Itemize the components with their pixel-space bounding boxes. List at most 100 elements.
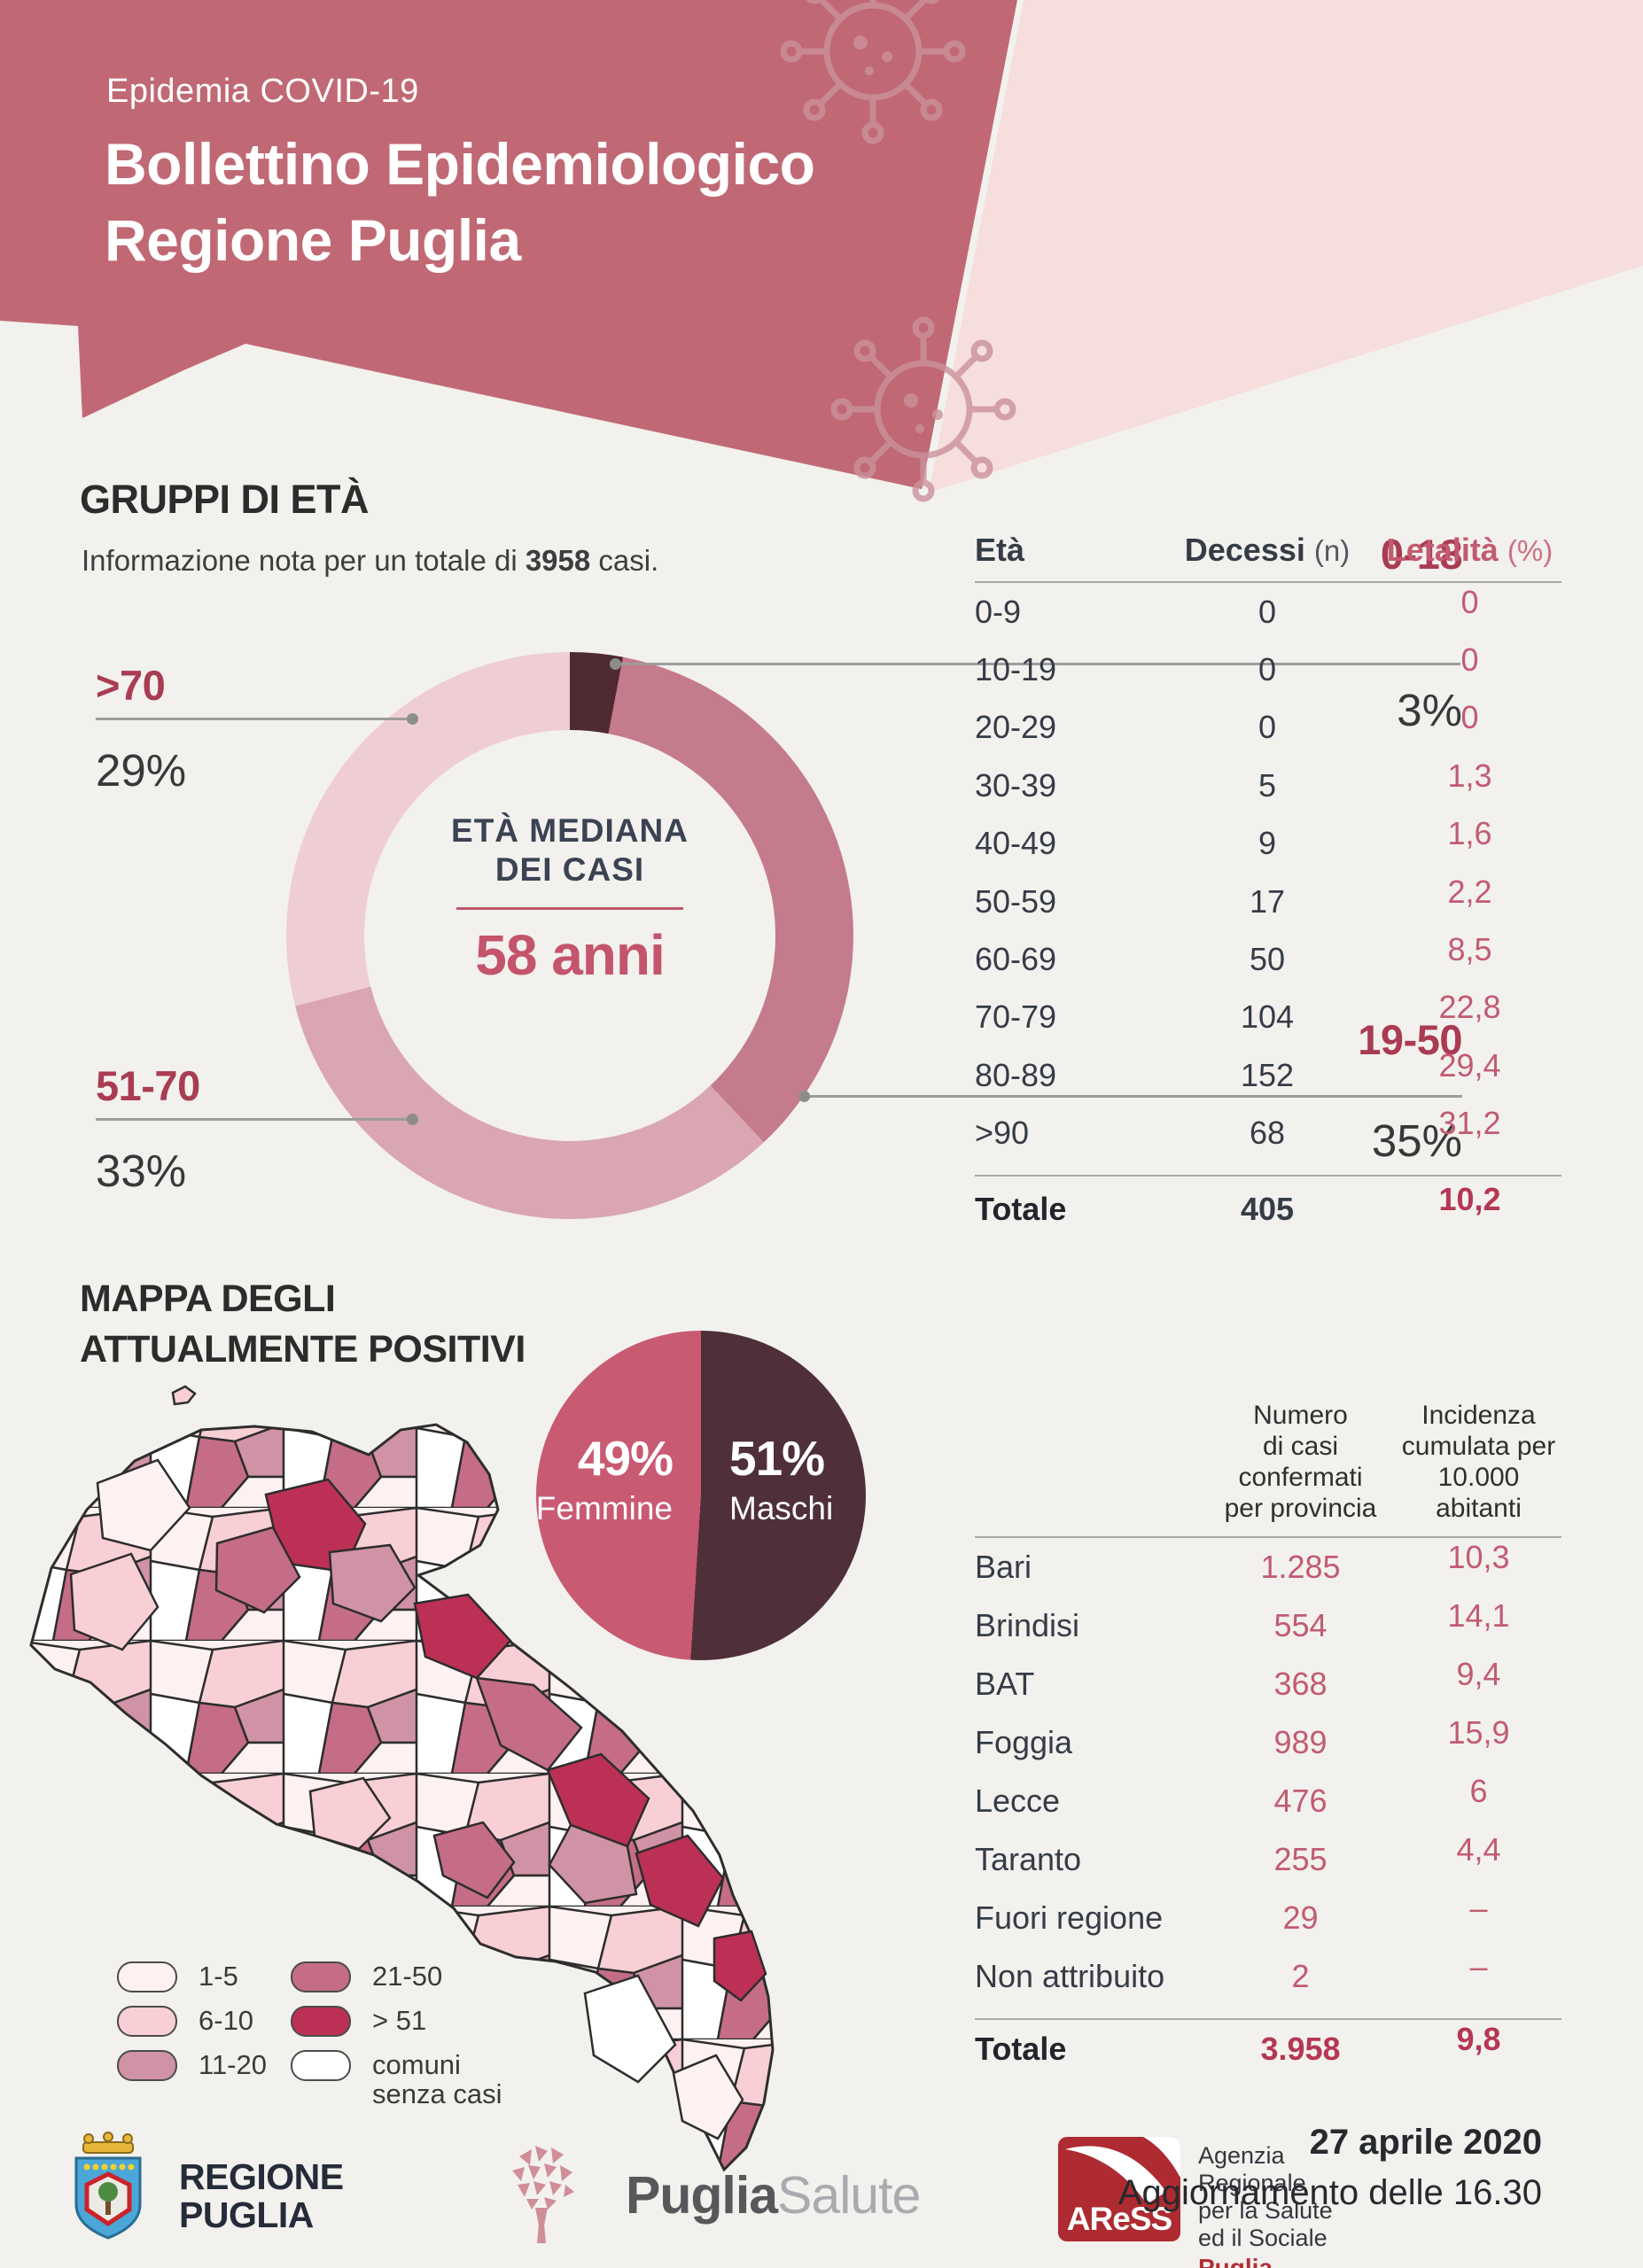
donut-center-line1: ETÀ MEDIANA bbox=[451, 812, 689, 849]
legend-item: comuni senza casi bbox=[291, 2050, 514, 2109]
cell-casi: 554 bbox=[1273, 1607, 1328, 1643]
legend-item: 11-20 bbox=[117, 2050, 291, 2094]
table-row: 80-89 152 29,4 bbox=[975, 1046, 1561, 1104]
table-row: >90 68 31,2 bbox=[975, 1105, 1561, 1162]
table-row: BAT 368 9,4 bbox=[975, 1655, 1561, 1713]
cell-decessi: 9 bbox=[1258, 825, 1277, 862]
col-header-letalita-unit: (%) bbox=[1507, 534, 1553, 567]
aress-swoosh-icon bbox=[1065, 2137, 1180, 2204]
regione-line2: PUGLIA bbox=[179, 2194, 314, 2235]
cell-eta: 30-39 bbox=[975, 766, 1057, 804]
cell-letalita: 1,6 bbox=[1447, 815, 1492, 852]
cell-letalita: 8,5 bbox=[1447, 931, 1492, 968]
total-incidenza: 9,8 bbox=[1456, 2021, 1501, 2057]
cell-eta: 20-29 bbox=[975, 709, 1057, 746]
callout-pct-over70: 29% bbox=[96, 745, 187, 796]
gender-pie-chart: 49% Femmine 51% Maschi bbox=[536, 1331, 866, 1660]
legend-label: 6-10 bbox=[199, 2005, 254, 2036]
total-label: Totale bbox=[975, 1190, 1067, 1227]
donut-center-label: ETÀ MEDIANA DEI CASI 58 anni bbox=[286, 652, 853, 1219]
cell-provincia: BAT bbox=[975, 1666, 1035, 1702]
cell-decessi: 0 bbox=[1258, 593, 1277, 630]
age-section-subtitle: Informazione nota per un totale di 3958 … bbox=[82, 544, 658, 578]
cell-casi: 1.285 bbox=[1260, 1549, 1341, 1585]
donut-center-divider bbox=[456, 907, 683, 910]
femmine-name: Femmine bbox=[535, 1490, 673, 1526]
puglia-choropleth-map bbox=[29, 1385, 775, 2172]
cell-letalita: 0 bbox=[1460, 699, 1479, 736]
cell-incidenza: 9,4 bbox=[1456, 1656, 1501, 1692]
table-row: 40-49 9 1,6 bbox=[975, 815, 1561, 873]
date-line: 27 aprile 2020 bbox=[1309, 2123, 1542, 2162]
cell-eta: 10-19 bbox=[975, 651, 1057, 688]
subtitle-total-cases: 3958 bbox=[525, 544, 591, 577]
table-row: 70-79 104 22,8 bbox=[975, 989, 1561, 1046]
leader-line-0-18 bbox=[610, 658, 1460, 670]
cell-provincia: Foggia bbox=[975, 1724, 1073, 1760]
maschi-pct: 51% bbox=[729, 1431, 825, 1486]
table-row: Brindisi 554 14,1 bbox=[975, 1596, 1561, 1655]
cell-incidenza: 6 bbox=[1469, 1773, 1488, 1809]
table-row: 0-9 0 0 bbox=[975, 583, 1561, 641]
cell-letalita: 1,3 bbox=[1447, 757, 1492, 794]
province-table-total-row: Totale 3.958 9,8 bbox=[975, 2020, 1561, 2078]
legend-label: 21-50 bbox=[372, 1961, 443, 1992]
cell-decessi: 0 bbox=[1258, 651, 1277, 688]
legend-swatch bbox=[117, 2050, 177, 2081]
header-eyebrow: Epidemia COVID-19 bbox=[106, 73, 419, 110]
tremiti-islands bbox=[171, 1385, 197, 1406]
table-row: Taranto 255 4,4 bbox=[975, 1830, 1561, 1889]
cell-letalita: 2,2 bbox=[1447, 873, 1492, 910]
pink-corner-shape bbox=[929, 0, 1643, 493]
median-age-value: 58 anni bbox=[475, 923, 666, 987]
legend-label: 1-5 bbox=[199, 1961, 238, 1992]
callout-pct-51-70: 33% bbox=[96, 1146, 187, 1196]
cell-provincia: Non attribuito bbox=[975, 1958, 1165, 1994]
pugliasalute-wordmark: PugliaSalute bbox=[626, 2165, 921, 2225]
deaths-table-total-row: Totale 405 10,2 bbox=[975, 1177, 1561, 1242]
legend-label: > 51 bbox=[372, 2005, 427, 2036]
col-header-eta: Età bbox=[975, 532, 1025, 568]
cell-incidenza: 10,3 bbox=[1447, 1539, 1510, 1575]
cell-provincia: Lecce bbox=[975, 1783, 1061, 1819]
pugliasalute-light: Salute bbox=[777, 2166, 921, 2225]
legend-swatch bbox=[291, 2006, 351, 2037]
cell-casi: 368 bbox=[1273, 1666, 1328, 1702]
cell-provincia: Bari bbox=[975, 1549, 1032, 1585]
province-table-header: Numero di casi confermati per provincia … bbox=[975, 1400, 1561, 1524]
cell-incidenza: 4,4 bbox=[1456, 1831, 1501, 1868]
regione-puglia-wordmark: REGIONE PUGLIA bbox=[179, 2158, 344, 2234]
cell-letalita: 22,8 bbox=[1438, 989, 1501, 1026]
table-row: 50-59 17 2,2 bbox=[975, 873, 1561, 930]
table-row: Bari 1.285 10,3 bbox=[975, 1538, 1561, 1596]
table-rule bbox=[975, 2018, 1561, 2020]
update-time-line: Aggiornamento delle 16.30 bbox=[1117, 2173, 1542, 2212]
cell-casi: 255 bbox=[1273, 1841, 1328, 1877]
table-row: Foggia 989 15,9 bbox=[975, 1713, 1561, 1772]
municipality-cells bbox=[69, 1458, 767, 2140]
cell-provincia: Fuori regione bbox=[975, 1899, 1164, 1936]
col-header-decessi: Decessi (n) bbox=[1156, 532, 1378, 569]
aress-acronym: AReSS bbox=[1066, 2201, 1172, 2237]
deaths-table-rows: 0-9 0 0 10-19 0 0 20-29 0 0 30-39 bbox=[975, 583, 1561, 1162]
cell-eta: 40-49 bbox=[975, 825, 1057, 862]
cell-casi: 29 bbox=[1282, 1899, 1319, 1936]
leader-line-51-70 bbox=[96, 1114, 418, 1125]
cell-eta: 50-59 bbox=[975, 882, 1057, 920]
subtitle-suffix: casi. bbox=[590, 544, 659, 577]
legend-item: 1-5 bbox=[117, 1961, 291, 2006]
map-title-line2: ATTUALMENTE POSITIVI bbox=[80, 1328, 526, 1371]
table-row: 20-29 0 0 bbox=[975, 699, 1561, 757]
aress-logo: AReSS bbox=[1058, 2137, 1180, 2241]
table-row: 30-39 5 1,3 bbox=[975, 757, 1561, 814]
col-header-incidenza: Incidenza cumulata per 10.000 abitanti bbox=[1401, 1401, 1556, 1523]
cell-letalita: 31,2 bbox=[1438, 1105, 1501, 1142]
cell-incidenza: 14,1 bbox=[1447, 1597, 1510, 1634]
page-title-line2: Regione Puglia bbox=[105, 207, 521, 273]
legend-label: 11-20 bbox=[199, 2049, 267, 2080]
donut-center-line2: DEI CASI bbox=[494, 851, 645, 888]
callout-pct-0-18: 3% bbox=[1397, 685, 1462, 735]
legend-swatch bbox=[117, 2006, 177, 2037]
